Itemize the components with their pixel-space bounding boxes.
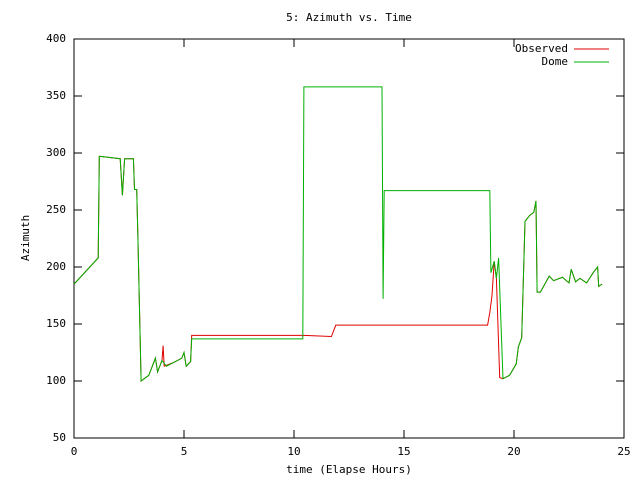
y-tick-label: 200 (46, 260, 66, 273)
y-tick-label: 300 (46, 146, 66, 159)
y-tick-label: 400 (46, 32, 66, 45)
legend-label: Observed (515, 42, 568, 55)
y-axis-label: Azimuth (19, 215, 32, 261)
y-tick-label: 50 (53, 431, 66, 444)
x-tick-label: 25 (617, 445, 630, 458)
chart-title: 5: Azimuth vs. Time (286, 11, 412, 24)
legend-label: Dome (542, 55, 569, 68)
plot-frame (73, 38, 625, 439)
y-tick-label: 100 (46, 374, 66, 387)
y-tick-label: 350 (46, 89, 66, 102)
x-tick-label: 0 (71, 445, 78, 458)
x-tick-label: 10 (287, 445, 300, 458)
x-tick-label: 15 (397, 445, 410, 458)
x-tick-label: 20 (507, 445, 520, 458)
y-tick-label: 150 (46, 317, 66, 330)
x-axis-label: time (Elapse Hours) (286, 463, 412, 476)
y-tick-label: 250 (46, 203, 66, 216)
x-tick-label: 5 (181, 445, 188, 458)
data-line (73, 86, 603, 382)
